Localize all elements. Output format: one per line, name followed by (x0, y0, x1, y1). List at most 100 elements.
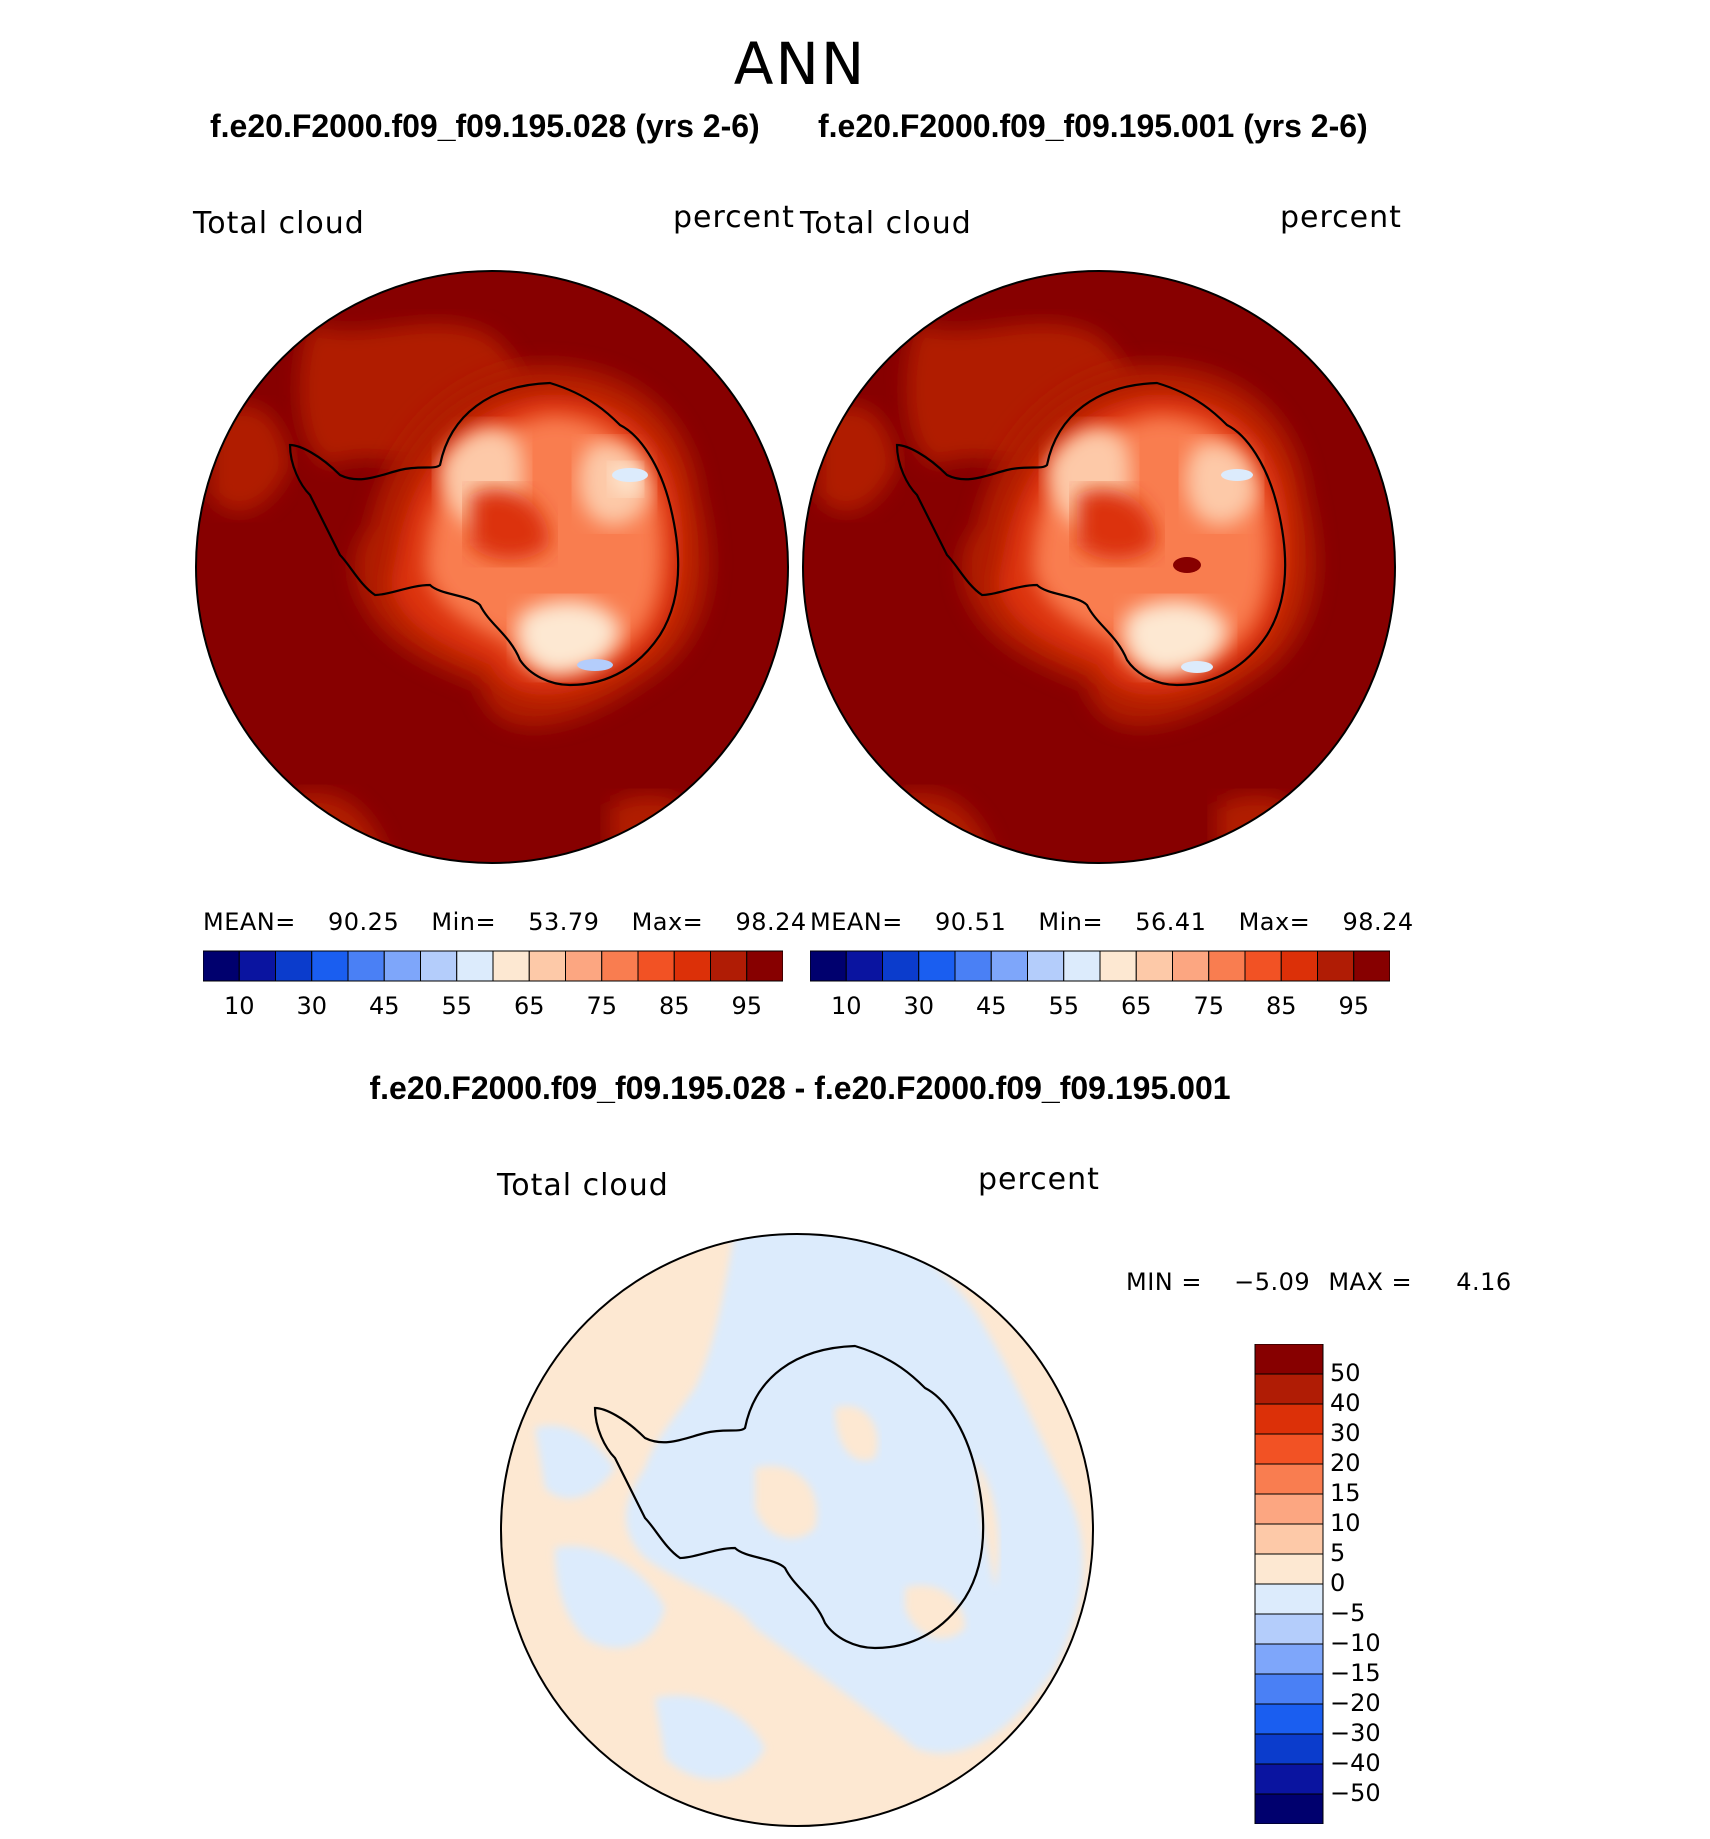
colorbar-swatch (637, 950, 675, 982)
colorbar-swatch (347, 950, 385, 982)
colorbar-tick-label: 10 (830, 992, 862, 1020)
colorbar-tick-label: 10 (223, 992, 255, 1020)
colorbar-difference (1254, 1344, 1324, 1824)
colorbar-swatch (383, 950, 421, 982)
map-panel-right (802, 270, 1396, 864)
colorbar-tick-label: 85 (658, 992, 690, 1020)
colorbar-ticks-left: 10 30 45 55 65 75 85 95 (203, 992, 783, 1022)
colorbar-swatch (990, 950, 1028, 982)
cloud-field-left (196, 271, 788, 863)
colorbar-tick-label: 20 (1330, 1449, 1361, 1477)
colorbar-tick-label: 30 (1330, 1419, 1361, 1447)
colorbar-tick-label: −10 (1330, 1629, 1381, 1657)
mean-value-left: 90.25 (328, 908, 400, 936)
difference-field (501, 1234, 1093, 1826)
colorbar-swatch (1254, 1344, 1324, 1375)
colorbar-tick-label: 30 (296, 992, 328, 1020)
colorbar-tick-label: 65 (513, 992, 545, 1020)
map-panel-left (195, 270, 789, 864)
min-label-right: Min= (1038, 908, 1104, 936)
colorbar-swatch (1353, 950, 1390, 982)
colorbar-tick-label: 55 (1048, 992, 1080, 1020)
case-title-right: f.e20.F2000.f09_f09.195.001 (yrs 2-6) (818, 108, 1368, 144)
colorbar-tick-label: 50 (1330, 1359, 1361, 1387)
colorbar-tick-label: 15 (1330, 1479, 1361, 1507)
colorbar-swatch (1254, 1463, 1324, 1495)
colorbar-swatch (1063, 950, 1101, 982)
colorbar-tick-label: 45 (975, 992, 1007, 1020)
colorbar-swatch (1254, 1793, 1324, 1824)
stats-left: MEAN= 90.25 Min= 53.79 Max= 98.24 (203, 908, 807, 936)
colorbar-tick-label: −30 (1330, 1719, 1381, 1747)
min-label-left: Min= (431, 908, 497, 936)
colorbar-swatch (1244, 950, 1282, 982)
colorbar-swatch (275, 950, 313, 982)
colorbar-tick-label: 0 (1330, 1569, 1346, 1597)
min-value-left: 53.79 (528, 908, 600, 936)
variable-label-right: Total cloud (800, 206, 972, 241)
max-value-right: 98.24 (1342, 908, 1414, 936)
colorbar-swatch (1254, 1763, 1324, 1795)
colorbar-swatch (203, 950, 240, 982)
colorbar-swatch (710, 950, 748, 982)
difference-title: f.e20.F2000.f09_f09.195.028 - f.e20.F200… (369, 1070, 1231, 1106)
colorbar-swatch (954, 950, 992, 982)
colorbar-swatch (311, 950, 349, 982)
colorbar-swatch (1027, 950, 1065, 982)
colorbar-tick-label: 55 (441, 992, 473, 1020)
colorbar-swatch (1254, 1583, 1324, 1615)
colorbar-swatch (1254, 1493, 1324, 1525)
diff-min-value: −5.09 (1234, 1268, 1311, 1296)
colorbar-swatch (882, 950, 920, 982)
colorbar-tick-label: 95 (1338, 992, 1370, 1020)
colorbar-swatch (1254, 1433, 1324, 1465)
colorbar-tick-label: 75 (586, 992, 618, 1020)
colorbar-swatch (1254, 1733, 1324, 1765)
colorbar-swatch (1254, 1523, 1324, 1555)
colorbar-tick-label: 5 (1330, 1539, 1346, 1567)
season-title: ANN (733, 30, 867, 98)
colorbar-swatch (673, 950, 711, 982)
colorbar-swatch (601, 950, 639, 982)
colorbar-swatch (1099, 950, 1137, 982)
colorbar-swatch (238, 950, 276, 982)
colorbar-left (203, 950, 783, 982)
max-value-left: 98.24 (735, 908, 807, 936)
colorbar-swatch (1254, 1373, 1324, 1405)
colorbar-tick-label: 65 (1120, 992, 1152, 1020)
colorbar-swatch (565, 950, 603, 982)
colorbar-swatch (1172, 950, 1210, 982)
colorbar-tick-label: −20 (1330, 1689, 1381, 1717)
min-value-right: 56.41 (1135, 908, 1207, 936)
case-title-left: f.e20.F2000.f09_f09.195.028 (yrs 2-6) (210, 108, 760, 144)
colorbar-swatch (420, 950, 458, 982)
mean-label-left: MEAN= (203, 908, 296, 936)
diff-max-label: MAX = (1328, 1268, 1413, 1296)
map-panel-difference (500, 1233, 1094, 1827)
colorbar-ticks-right: 10 30 45 55 65 75 85 95 (810, 992, 1390, 1022)
diff-max-value: 4.16 (1456, 1268, 1512, 1296)
colorbar-tick-label: 30 (903, 992, 935, 1020)
colorbar-swatch (1254, 1643, 1324, 1675)
colorbar-tick-label: 85 (1265, 992, 1297, 1020)
colorbar-swatch (918, 950, 956, 982)
stats-right: MEAN= 90.51 Min= 56.41 Max= 98.24 (810, 908, 1414, 936)
colorbar-swatch (1254, 1703, 1324, 1735)
cloud-field-right (803, 271, 1395, 863)
mean-value-right: 90.51 (935, 908, 1007, 936)
diff-minmax: MIN = −5.09 MAX = 4.16 (1126, 1268, 1512, 1296)
max-label-right: Max= (1238, 908, 1311, 936)
colorbar-tick-label: −50 (1330, 1779, 1381, 1807)
colorbar-tick-label: 75 (1193, 992, 1225, 1020)
colorbar-swatch (528, 950, 566, 982)
coastline-right (895, 381, 1287, 687)
colorbar-swatch (1254, 1673, 1324, 1705)
colorbar-swatch (1254, 1403, 1324, 1435)
colorbar-swatch (1135, 950, 1173, 982)
colorbar-tick-label: 45 (368, 992, 400, 1020)
units-label-left: percent (673, 200, 795, 235)
variable-label-diff: Total cloud (497, 1168, 669, 1203)
units-label-diff: percent (978, 1162, 1100, 1197)
max-label-left: Max= (631, 908, 704, 936)
colorbar-swatch (746, 950, 783, 982)
